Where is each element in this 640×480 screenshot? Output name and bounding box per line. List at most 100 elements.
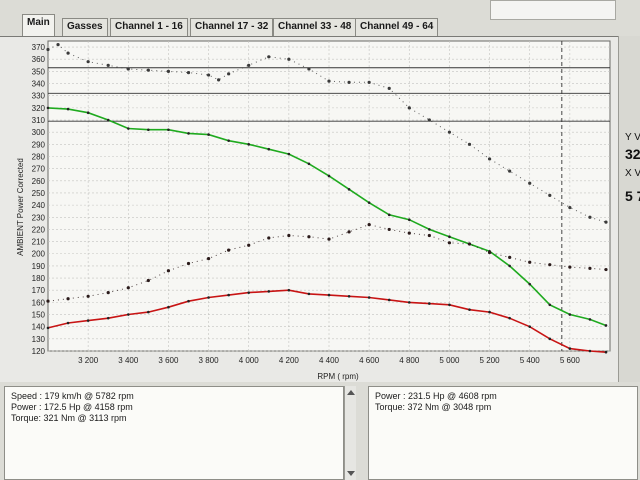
- tab-gasses[interactable]: Gasses: [62, 18, 108, 36]
- x-axis-label: RPM ( rpm): [317, 372, 359, 381]
- series-point: [508, 255, 512, 259]
- series-point: [167, 128, 170, 132]
- series-point: [428, 302, 431, 305]
- power-result: Power : 172.5 Hp @ 4158 rpm: [11, 402, 133, 412]
- y-value-readout: 32: [625, 146, 640, 162]
- series-point: [46, 47, 50, 52]
- series-point: [407, 106, 411, 110]
- x-value-readout: 5 7: [625, 188, 640, 204]
- series-point: [468, 308, 471, 311]
- series-point: [126, 67, 130, 71]
- series-point: [367, 296, 371, 299]
- series-point: [126, 313, 130, 316]
- series-point: [407, 231, 411, 235]
- series-point: [186, 261, 191, 266]
- series-point: [207, 296, 210, 299]
- series-point: [568, 313, 572, 316]
- y-tick-label: 280: [32, 152, 46, 161]
- y-tick-label: 240: [32, 201, 46, 210]
- max-torque-result: Torque: 372 Nm @ 3048 rpm: [375, 402, 492, 412]
- series-point: [46, 106, 50, 110]
- x-tick-label: 4 400: [319, 356, 340, 365]
- series-point: [347, 80, 351, 84]
- tab-channel-17-32[interactable]: Channel 17 - 32: [190, 18, 274, 36]
- series-point: [367, 80, 371, 84]
- tab-channel-49-64[interactable]: Channel 49 - 64: [355, 18, 439, 36]
- series-point: [347, 230, 351, 234]
- y-tick-label: 210: [32, 238, 46, 247]
- x-tick-label: 4 600: [359, 356, 380, 365]
- y-tick-label: 340: [32, 80, 46, 89]
- tab-channel-1-16[interactable]: Channel 1 - 16: [110, 18, 188, 36]
- series-point: [66, 51, 70, 55]
- series-group: [46, 43, 608, 354]
- y-tick-label: 130: [32, 335, 46, 344]
- series-point: [66, 107, 70, 111]
- series-point: [247, 63, 251, 67]
- left-box-scrollbar[interactable]: [344, 386, 356, 480]
- y-tick-label: 190: [32, 262, 46, 271]
- series-point: [407, 218, 411, 222]
- series-point: [367, 201, 371, 204]
- scroll-down-icon[interactable]: [347, 471, 355, 476]
- series-point: [447, 130, 452, 134]
- series-point: [56, 43, 60, 47]
- series-point: [66, 297, 70, 301]
- series-point: [287, 233, 291, 238]
- series-point: [568, 205, 572, 210]
- series-point: [46, 299, 50, 303]
- series-point: [247, 243, 251, 247]
- series-point: [227, 72, 231, 76]
- series-point: [528, 282, 532, 286]
- top-field[interactable]: [490, 0, 616, 20]
- series-point: [347, 188, 351, 191]
- series-point: [146, 68, 150, 72]
- y-tick-label: 270: [32, 165, 46, 174]
- series-point: [166, 69, 171, 73]
- y-tick-label: 320: [32, 104, 46, 113]
- series-point: [126, 286, 130, 290]
- y-tick-label: 330: [32, 92, 46, 101]
- series-point: [327, 237, 331, 241]
- series-point: [387, 227, 391, 232]
- series-point: [86, 60, 90, 64]
- series-point: [427, 233, 431, 238]
- series-point: [588, 215, 592, 219]
- max-power-result: Power : 231.5 Hp @ 4608 rpm: [375, 391, 497, 401]
- series-point: [247, 291, 251, 294]
- x-tick-label: 3 600: [158, 356, 179, 365]
- series-point: [568, 347, 572, 350]
- series-point: [147, 128, 150, 132]
- series-point: [488, 310, 491, 314]
- tab-channel-33-48[interactable]: Channel 33 - 48: [273, 18, 357, 36]
- series-point: [167, 305, 170, 309]
- plot-background: [47, 40, 611, 352]
- series-point: [528, 181, 532, 185]
- series-point: [604, 267, 608, 272]
- series-point: [387, 213, 391, 217]
- series-point: [568, 265, 572, 269]
- series-point: [146, 278, 150, 283]
- series-point: [66, 321, 70, 325]
- series-point: [508, 316, 511, 320]
- torque-result: Torque: 321 Nm @ 3113 rpm: [11, 413, 127, 423]
- series-point: [387, 86, 391, 91]
- series-point: [106, 118, 110, 122]
- y-tick-label: 360: [32, 55, 46, 64]
- series-point: [217, 78, 221, 82]
- tab-main[interactable]: Main: [22, 14, 55, 36]
- series-point: [487, 250, 492, 255]
- series-point: [187, 132, 190, 135]
- x-tick-label: 5 000: [439, 356, 460, 365]
- y-tick-label: 300: [32, 128, 46, 137]
- scroll-up-icon[interactable]: [347, 390, 355, 395]
- series-point: [86, 111, 90, 115]
- series-point: [448, 303, 451, 307]
- x-tick-label: 3 400: [118, 356, 139, 365]
- series-point: [147, 310, 150, 314]
- series-point: [206, 257, 211, 261]
- series-point: [548, 193, 552, 197]
- x-tick-label: 4 200: [279, 356, 300, 365]
- results-box-right: Power : 231.5 Hp @ 4608 rpm Torque: 372 …: [368, 386, 638, 480]
- series-point: [327, 293, 331, 297]
